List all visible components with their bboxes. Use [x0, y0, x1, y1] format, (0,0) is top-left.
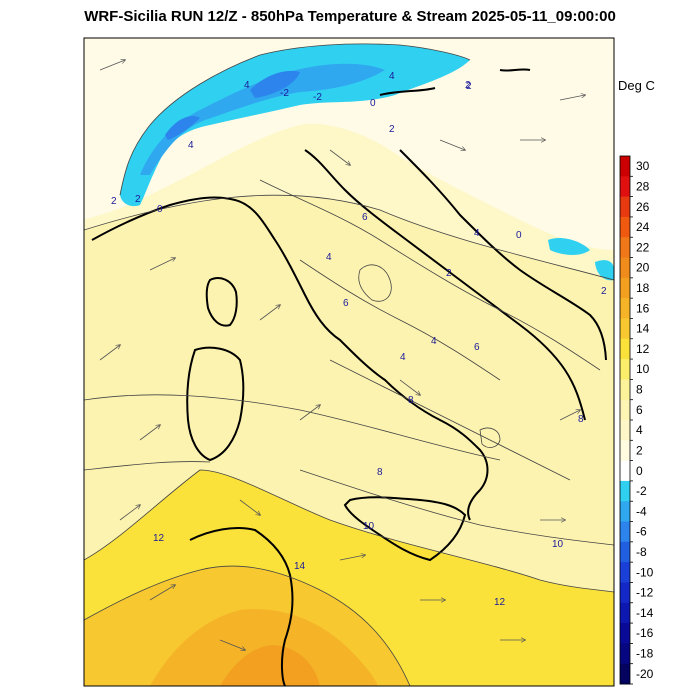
- colorbar-swatch: [620, 602, 630, 624]
- contour-label: 6: [362, 212, 368, 223]
- contour-label: 4: [474, 228, 480, 239]
- colorbar-swatch: [620, 623, 630, 644]
- contour-label: 2: [389, 124, 395, 135]
- colorbar-tick-label: -6: [636, 525, 647, 539]
- stream-arrows: [99, 60, 585, 650]
- colorbar-tick-label: -2: [636, 484, 647, 498]
- contour-label: 8: [377, 467, 383, 478]
- colorbar-tick-label: 6: [636, 403, 643, 417]
- colorbar-tick-label: 0: [636, 464, 643, 478]
- contour-label: 14: [294, 561, 306, 572]
- colorbar-tick-label: -16: [636, 626, 654, 640]
- colorbar-tick-label: 14: [636, 322, 650, 336]
- contour-label: -2: [280, 88, 289, 99]
- contour-label: 10: [552, 539, 564, 550]
- colorbar-swatch: [620, 338, 630, 360]
- colorbar-unit: Deg C: [618, 78, 655, 93]
- contour-label: 0: [157, 204, 163, 215]
- contour-label: 4: [188, 140, 194, 151]
- colorbar-tick-label: -14: [636, 606, 654, 620]
- colorbar-swatch: [620, 196, 630, 218]
- colorbar-tick-label: 8: [636, 383, 643, 397]
- colorbar-swatch: [620, 643, 630, 665]
- map-frame: [83, 37, 615, 687]
- contour-label: 6: [474, 342, 480, 353]
- contour-label: 4: [431, 336, 437, 347]
- contour-label: 12: [494, 597, 506, 608]
- contour-label: 4: [389, 71, 395, 82]
- contour-label: 8: [578, 414, 584, 425]
- colorbar-tick-label: 12: [636, 342, 650, 356]
- colorbar-swatch: [620, 420, 630, 441]
- contour-label: 2: [466, 81, 472, 92]
- contour-label: 2: [135, 194, 141, 205]
- contour-label: 6: [343, 298, 349, 309]
- contour-label: 4: [326, 252, 332, 263]
- colorbar-swatch: [620, 460, 630, 482]
- colorbar-tick-label: 30: [636, 159, 650, 173]
- colorbar-swatch: [620, 298, 630, 319]
- colorbar-swatch: [620, 521, 630, 543]
- colorbar-swatch: [620, 663, 630, 685]
- contour-label: 4: [400, 352, 406, 363]
- contour-label: 2: [465, 80, 471, 91]
- coastlines: [91, 68, 607, 686]
- map-field: 4 4 2 4 2 0 2 2 0 -2 2 -2 4 6 0 2 4 4 6 …: [84, 38, 614, 686]
- contour-label: 10: [363, 521, 375, 532]
- colorbar-swatch: [620, 379, 630, 401]
- colorbar-swatch: [620, 501, 630, 523]
- colorbar-swatch: [620, 440, 630, 462]
- colorbar-swatch: [620, 156, 630, 177]
- colorbar-tick-label: 2: [636, 443, 643, 457]
- colorbar-swatch: [620, 216, 630, 238]
- colorbar-swatch: [620, 480, 630, 502]
- contour-label: 2: [111, 196, 117, 207]
- colorbar-swatch: [620, 541, 630, 563]
- contour-label: 4: [244, 80, 250, 91]
- colorbar-swatch: [620, 562, 630, 583]
- colorbar-tick-label: -18: [636, 647, 654, 661]
- colorbar-swatch: [620, 582, 630, 604]
- colorbar-tick-label: 26: [636, 200, 650, 214]
- colorbar-tick-label: 28: [636, 179, 650, 193]
- colorbar-tick-label: 10: [636, 362, 650, 376]
- colorbar-tick-label: 22: [636, 240, 650, 254]
- colorbar-tick-label: 16: [636, 301, 650, 315]
- contour-labels: 4 4 2 4 2 0 2 2 0 -2 2 -2 4 6 0 2 4 4 6 …: [111, 71, 607, 608]
- colorbar-tick-label: -8: [636, 545, 647, 559]
- colorbar-swatch: [620, 176, 630, 198]
- contour-label: 2: [446, 268, 452, 279]
- contour-label: 0: [516, 230, 522, 241]
- colorbar: 302826242220181614121086420-2-4-6-8-10-1…: [619, 155, 654, 685]
- contour-label: -2: [313, 92, 322, 103]
- colorbar-tick-label: 24: [636, 220, 650, 234]
- colorbar-swatch: [620, 318, 630, 340]
- colorbar-swatch: [620, 237, 630, 259]
- colorbar-swatch: [620, 257, 630, 279]
- colorbar-tick-label: -4: [636, 504, 647, 518]
- isotherm-lines: [84, 43, 614, 686]
- colorbar-tick-label: -12: [636, 586, 654, 600]
- colorbar-tick-label: -20: [636, 667, 654, 681]
- colorbar-tick-label: 20: [636, 261, 650, 275]
- colorbar-tick-label: 4: [636, 423, 643, 437]
- map-title: WRF-Sicilia RUN 12/Z - 850hPa Temperatur…: [84, 8, 616, 25]
- colorbar-tick-label: 18: [636, 281, 650, 295]
- contour-label: 2: [601, 286, 607, 297]
- colorbar-swatch: [620, 359, 630, 380]
- contour-label: 12: [153, 533, 165, 544]
- contour-label: 8: [408, 395, 414, 406]
- colorbar-tick-label: -10: [636, 565, 654, 579]
- colorbar-swatch: [620, 399, 630, 421]
- colorbar-swatch: [620, 277, 630, 299]
- contour-label: 0: [370, 98, 376, 109]
